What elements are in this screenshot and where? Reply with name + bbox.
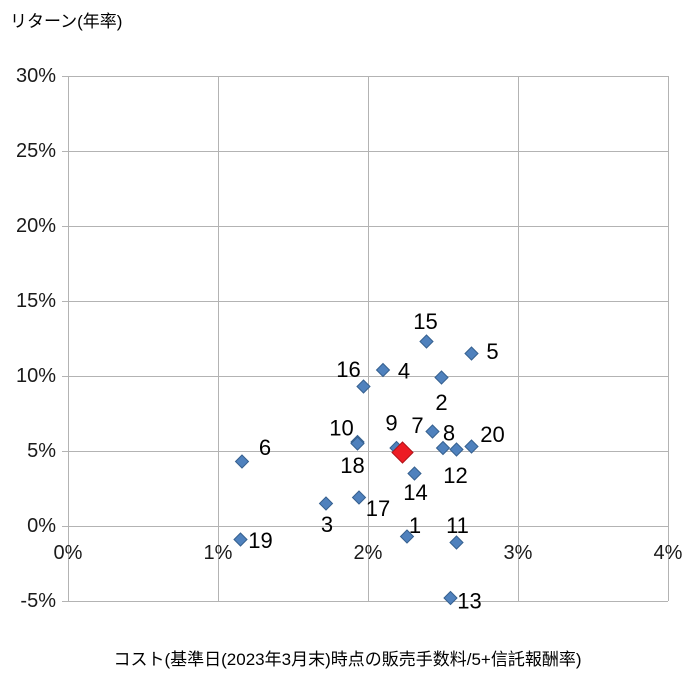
data-point-diamond [435,440,451,456]
data-point-label: 6 [259,435,271,460]
data-point-diamond [318,496,334,511]
data-point-diamond [233,532,248,547]
data-point-label: 7 [411,413,423,438]
x-axis-title: コスト(基準日(2023年3月末)時点の販売手数料/5+信託報酬率) [113,650,582,669]
data-point-label: 19 [248,528,272,553]
x-tick-label: 0% [54,542,83,564]
chart-title: リターン(年率) [10,12,123,31]
data-point-label: 16 [336,357,360,382]
x-tick-label: 4% [654,542,683,564]
data-point-diamond [464,346,479,361]
y-tick-label: 30% [16,65,56,87]
data-point-label: 20 [480,422,504,447]
data-point-label: 17 [366,496,390,521]
data-point-diamond [449,535,464,550]
y-tick-label: 25% [16,140,56,162]
x-tick-label: 3% [504,542,533,564]
y-tick-label: 5% [27,440,56,462]
y-tick-label: 10% [16,365,56,387]
data-point-label: 13 [457,589,481,614]
x-tick-label: 2% [354,542,383,564]
y-tick-label: 15% [16,290,56,312]
data-point-label: 3 [321,512,333,537]
data-point-label: 14 [403,480,427,505]
data-point-label: 10 [329,416,353,441]
data-point-diamond [434,370,449,385]
x-tick-label: 1% [204,542,233,564]
y-tick-label: -5% [20,590,56,612]
data-point-label: 5 [486,339,498,364]
data-point-label: 9 [385,411,397,436]
data-point-diamond [443,590,458,606]
data-point-diamond [234,454,250,469]
data-point-diamond [350,436,365,451]
data-point-diamond [356,379,371,394]
data-point-label: 18 [340,453,364,478]
data-point-label: 2 [435,390,447,415]
data-point-label: 1 [409,513,421,538]
data-point-diamond [399,529,415,544]
y-tick-label: 0% [27,515,56,537]
data-point-diamond [449,442,464,457]
data-point-diamond [351,490,367,505]
data-point-label: 11 [446,513,469,538]
y-tick-label: 20% [16,215,56,237]
data-point-label: 15 [413,309,437,334]
data-point-diamond [425,424,440,439]
data-point-label: 8 [443,421,455,446]
data-point-diamond [464,439,479,454]
data-point-diamond [407,466,422,481]
data-point-label: 12 [443,463,467,488]
data-point-diamond [375,362,391,378]
data-point-label: 4 [398,359,410,384]
data-point-diamond [419,334,434,349]
highlight-point-diamond [391,441,414,464]
